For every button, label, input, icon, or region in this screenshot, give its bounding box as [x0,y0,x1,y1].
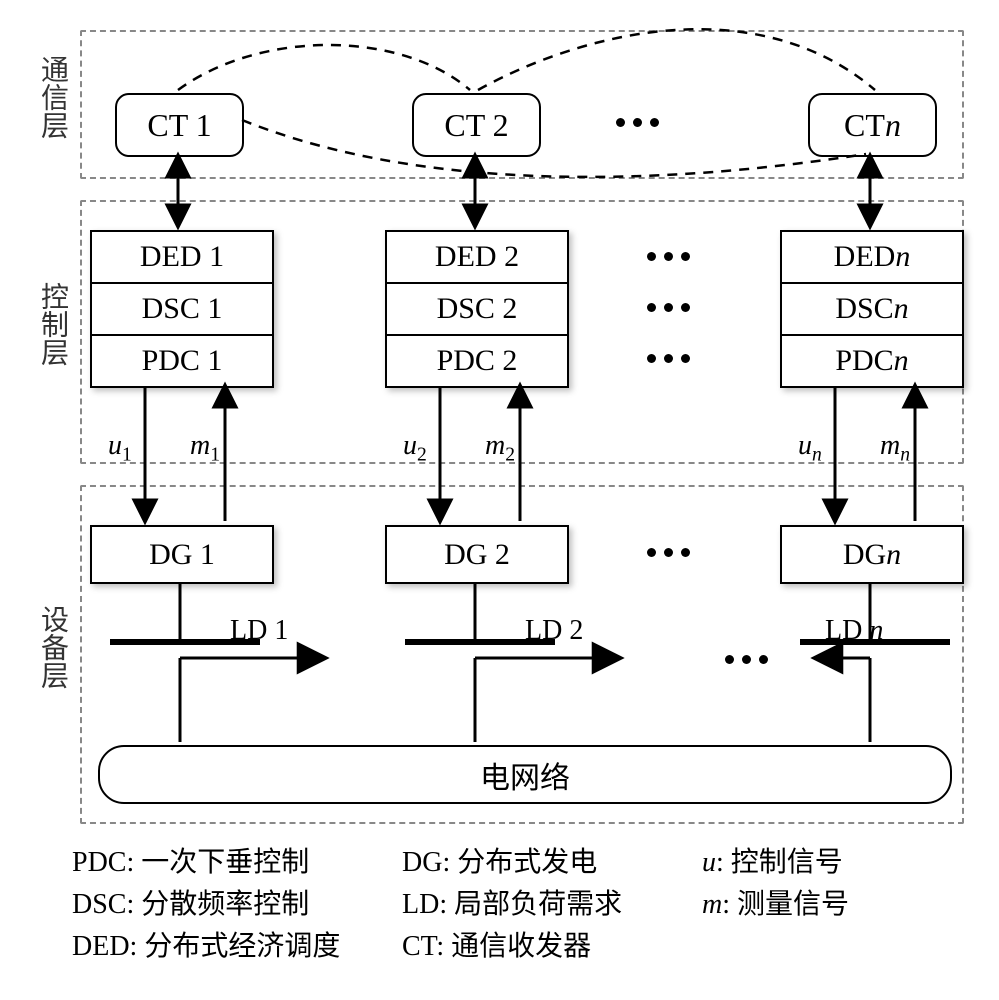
ctrl-cell-c2-1: DSC 2 [387,284,567,336]
label-ld2: LD 2 [525,615,583,647]
legend-cell-1-0: DSC: 分散频率控制 [72,884,309,926]
label-m2: m2 [485,430,515,467]
ctrl-cell-c2-2: PDC 2 [387,336,567,386]
ctrl-cell-cn-0: DED n [782,232,962,284]
ctrl-col-cn: DED nDSC nPDC n [780,230,964,388]
network-box: 电网络 [98,745,952,804]
label-ldn: LD n [825,615,883,647]
label-mn: mn [880,430,910,467]
label-u2: u2 [403,430,427,467]
label-m1: m1 [190,430,220,467]
legend-cell-0-2: u: 控制信号 [702,842,843,884]
ctrl-col-c1: DED 1DSC 1PDC 1 [90,230,274,388]
ctrl-col-c2: DED 2DSC 2PDC 2 [385,230,569,388]
layer-label-ctrl: 控制层 [32,282,72,366]
ellipsis-d-ded [647,252,690,261]
legend-cell-2-0: DED: 分布式经济调度 [72,926,340,968]
diagram-canvas: 通信层控制层设备层CT 1CT 2CT nDED 1DSC 1PDC 1DED … [0,0,999,1000]
ct2-box: CT 2 [412,93,541,157]
ctrl-cell-cn-1: DSC n [782,284,962,336]
layer-label-device: 设备层 [32,605,72,689]
ctrl-cell-cn-2: PDC n [782,336,962,386]
ctrl-cell-c1-0: DED 1 [92,232,272,284]
legend-cell-1-2: m: 测量信号 [702,884,849,926]
label-u1: u1 [108,430,132,467]
ellipsis-d-dg [647,548,690,557]
ellipsis-d-dsc [647,303,690,312]
label-un: un [798,430,822,467]
ellipsis-d-ct [616,118,659,127]
ctn-box: CT n [808,93,937,157]
legend-cell-2-1: CT: 通信收发器 [402,926,591,968]
layer-label-comm: 通信层 [32,55,72,139]
dg1-box: DG 1 [90,525,274,584]
ct1-box: CT 1 [115,93,244,157]
dgn-box: DG n [780,525,964,584]
dg2-box: DG 2 [385,525,569,584]
ellipsis-d-pdc [647,354,690,363]
legend-cell-1-1: LD: 局部负荷需求 [402,884,622,926]
ellipsis-d-ld [725,655,768,664]
legend-cell-0-0: PDC: 一次下垂控制 [72,842,309,884]
legend-cell-0-1: DG: 分布式发电 [402,842,597,884]
label-ld1: LD 1 [230,615,288,647]
ctrl-cell-c2-0: DED 2 [387,232,567,284]
ctrl-cell-c1-2: PDC 1 [92,336,272,386]
ctrl-cell-c1-1: DSC 1 [92,284,272,336]
